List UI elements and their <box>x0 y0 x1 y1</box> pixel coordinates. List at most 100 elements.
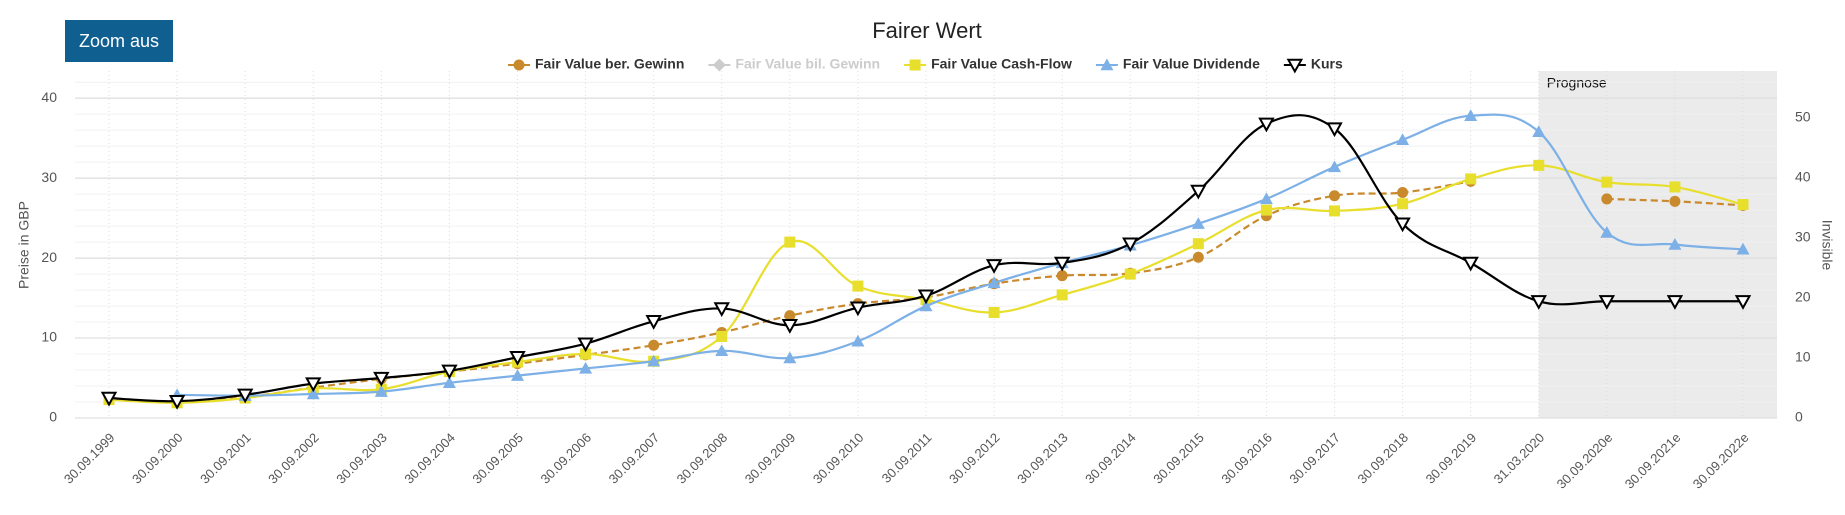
marker <box>1329 190 1340 202</box>
legend: Fair Value ber. Gewinn Fair Value bil. Ge… <box>508 56 1343 74</box>
y-axis-label: Preise in GBP <box>16 201 32 289</box>
marker <box>784 236 796 248</box>
marker <box>1328 160 1341 173</box>
x-tick-label: 30.09.1999 <box>61 430 118 487</box>
marker <box>1326 122 1343 138</box>
marker <box>1666 295 1684 310</box>
legend-label[interactable]: Kurs <box>1311 56 1343 72</box>
x-tick-label: 30.09.2004 <box>401 430 458 487</box>
marker <box>1465 173 1477 185</box>
x-tick-label: 30.09.2022e <box>1690 430 1752 492</box>
marker <box>716 330 728 342</box>
marker <box>1394 217 1411 233</box>
x-tick-label: 31.03.2020 <box>1491 430 1548 487</box>
marker <box>442 376 456 389</box>
marker <box>1329 205 1340 217</box>
marker <box>1734 295 1752 310</box>
marker <box>1190 184 1207 200</box>
marker <box>1532 125 1546 137</box>
marker <box>919 299 933 312</box>
marker <box>849 301 867 317</box>
marker <box>852 280 864 292</box>
marker <box>909 59 921 71</box>
x-tick-label: 30.09.2021e <box>1622 430 1684 492</box>
y-tick-label: 20 <box>41 249 57 265</box>
marker <box>917 289 935 305</box>
marker <box>511 369 524 381</box>
legend-label[interactable]: Fair Value Cash-Flow <box>931 56 1072 72</box>
forecast-label: Prognose <box>1547 75 1607 91</box>
x-tick-label: 30.09.2014 <box>1082 430 1139 487</box>
marker <box>1598 295 1616 310</box>
marker <box>988 306 1000 318</box>
x-tick-label: 30.09.2000 <box>129 430 186 487</box>
marker <box>513 59 525 71</box>
marker <box>1286 58 1304 74</box>
marker <box>1258 117 1275 133</box>
marker <box>1396 133 1410 145</box>
y2-tick-label: 0 <box>1795 409 1803 425</box>
marker <box>1462 256 1479 272</box>
y-tick-label: 10 <box>41 329 57 345</box>
marker <box>100 391 118 407</box>
marker <box>1124 268 1136 280</box>
marker <box>580 348 592 360</box>
x-tick-label: 30.09.2012 <box>946 430 1003 487</box>
marker <box>1100 58 1114 71</box>
y-tick-label: 40 <box>41 89 57 105</box>
legend-label[interactable]: Fair Value bil. Gewinn <box>735 56 880 72</box>
zoom-button[interactable]: Zoom aus <box>65 20 173 62</box>
marker <box>1192 238 1204 250</box>
marker <box>1533 159 1545 171</box>
x-tick-label: 30.09.2006 <box>538 430 595 487</box>
marker <box>1601 193 1613 205</box>
marker <box>1122 237 1139 253</box>
marker <box>1737 199 1749 211</box>
x-tick-label: 30.09.2007 <box>606 430 663 487</box>
marker <box>305 377 322 393</box>
legend-label[interactable]: Fair Value Dividende <box>1123 56 1260 72</box>
x-tick-label: 30.09.2009 <box>742 430 799 487</box>
x-tick-label: 30.09.2018 <box>1355 430 1412 487</box>
x-tick-label: 30.09.2010 <box>810 430 867 487</box>
y2-tick-label: 40 <box>1795 169 1811 185</box>
x-tick-label: 30.09.2013 <box>1014 430 1071 487</box>
marker <box>781 319 799 334</box>
x-tick-label: 30.09.2002 <box>265 430 322 487</box>
y2-axis-label: Invisible <box>1819 220 1835 271</box>
marker <box>374 385 388 397</box>
marker <box>648 339 660 351</box>
marker <box>373 371 390 387</box>
marker <box>509 351 526 366</box>
x-tick-label: 30.09.2005 <box>469 430 526 487</box>
y2-tick-label: 10 <box>1795 349 1811 365</box>
x-tick-label: 30.09.2011 <box>879 430 935 486</box>
marker <box>577 337 594 353</box>
marker <box>441 364 458 380</box>
series-line <box>177 113 1744 397</box>
x-tick-label: 30.09.2015 <box>1150 430 1207 487</box>
x-tick-label: 30.09.2016 <box>1218 430 1275 487</box>
marker <box>1736 242 1750 255</box>
marker <box>1397 198 1409 210</box>
marker <box>1668 238 1682 250</box>
marker <box>1530 295 1547 310</box>
marker <box>1053 256 1071 272</box>
marker <box>1056 289 1068 301</box>
marker <box>1259 192 1273 205</box>
marker <box>1601 176 1613 188</box>
x-tick-label: 30.09.2017 <box>1286 430 1343 487</box>
marker <box>1397 187 1409 199</box>
x-tick-label: 30.09.2003 <box>333 430 390 487</box>
marker <box>645 315 662 330</box>
marker <box>1464 109 1478 121</box>
marker <box>1669 181 1681 193</box>
legend-label[interactable]: Fair Value ber. Gewinn <box>535 56 684 72</box>
marker <box>1191 217 1205 229</box>
marker <box>1056 270 1068 282</box>
marker <box>168 395 186 410</box>
x-tick-label: 30.09.2008 <box>674 430 731 487</box>
marker <box>985 259 1003 274</box>
